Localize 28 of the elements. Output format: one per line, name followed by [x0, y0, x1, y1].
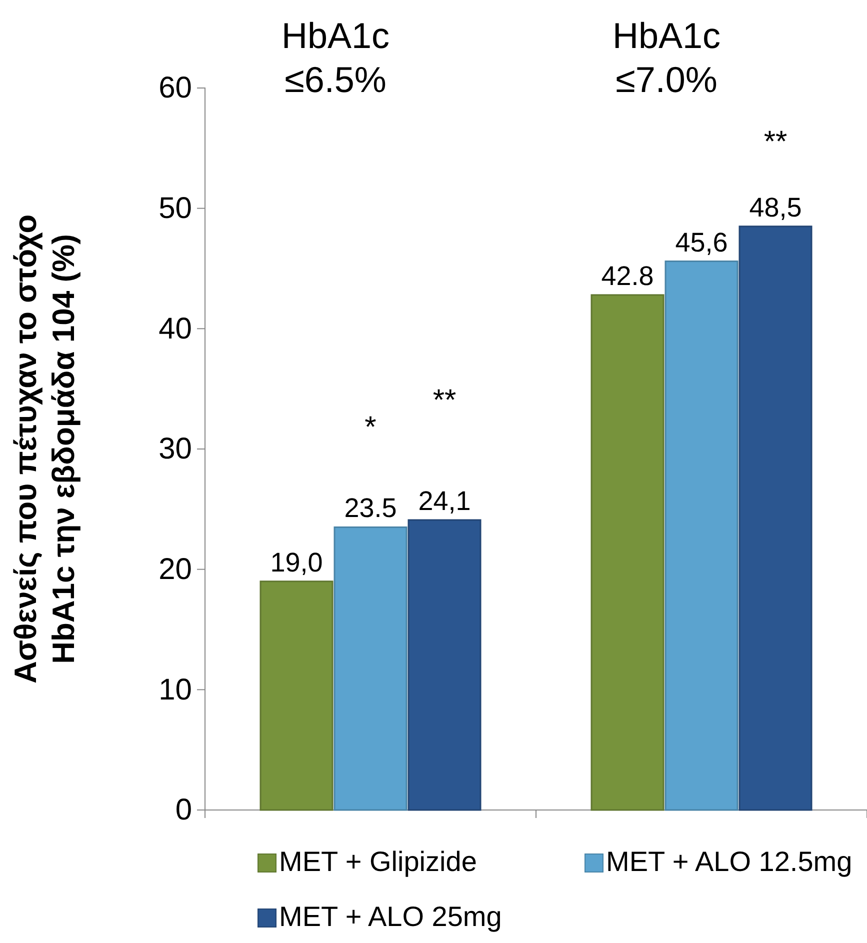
y-tick-label: 60	[158, 72, 192, 105]
data-label: 23.5	[344, 493, 397, 524]
y-tick-label: 10	[158, 673, 192, 706]
x-tick-label: HbA1c ≤7.0%	[612, 15, 721, 100]
annotation: *	[364, 411, 377, 444]
y-tick-label: 30	[158, 432, 192, 466]
legend-label: MET + ALO 25mg	[279, 901, 502, 932]
y-axis-title: Ασθενείς που πέτυχαν το στόχο HbA1c την εβδομάδα 104 (%)	[8, 214, 81, 684]
y-tick-label: 40	[158, 312, 192, 346]
legend-label: MET + ALO 12.5mg	[606, 846, 852, 877]
bar	[738, 226, 812, 811]
annotation: **	[764, 125, 788, 158]
bar	[590, 294, 664, 811]
y-tick-label: 0	[175, 794, 192, 827]
data-label: 42.8	[601, 260, 654, 291]
bar	[334, 526, 408, 811]
bar	[664, 260, 738, 811]
bar	[260, 580, 334, 811]
data-label: 19,0	[270, 547, 323, 578]
data-label: 48,5	[749, 192, 802, 222]
data-label: 24,1	[418, 486, 471, 516]
data-label: 45,6	[675, 227, 728, 258]
y-tick-label: 50	[158, 192, 192, 225]
bar	[408, 519, 482, 811]
annotation: **	[432, 384, 456, 417]
x-tick-label: HbA1c ≤6.5%	[281, 15, 390, 100]
legend-label: MET + Glipizide	[279, 846, 477, 877]
y-tick-label: 20	[158, 552, 192, 586]
